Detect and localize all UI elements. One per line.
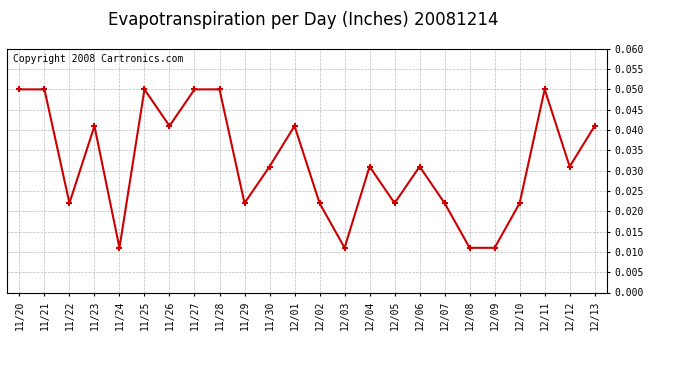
Text: Evapotranspiration per Day (Inches) 20081214: Evapotranspiration per Day (Inches) 2008… bbox=[108, 11, 499, 29]
Text: Copyright 2008 Cartronics.com: Copyright 2008 Cartronics.com bbox=[13, 54, 184, 64]
